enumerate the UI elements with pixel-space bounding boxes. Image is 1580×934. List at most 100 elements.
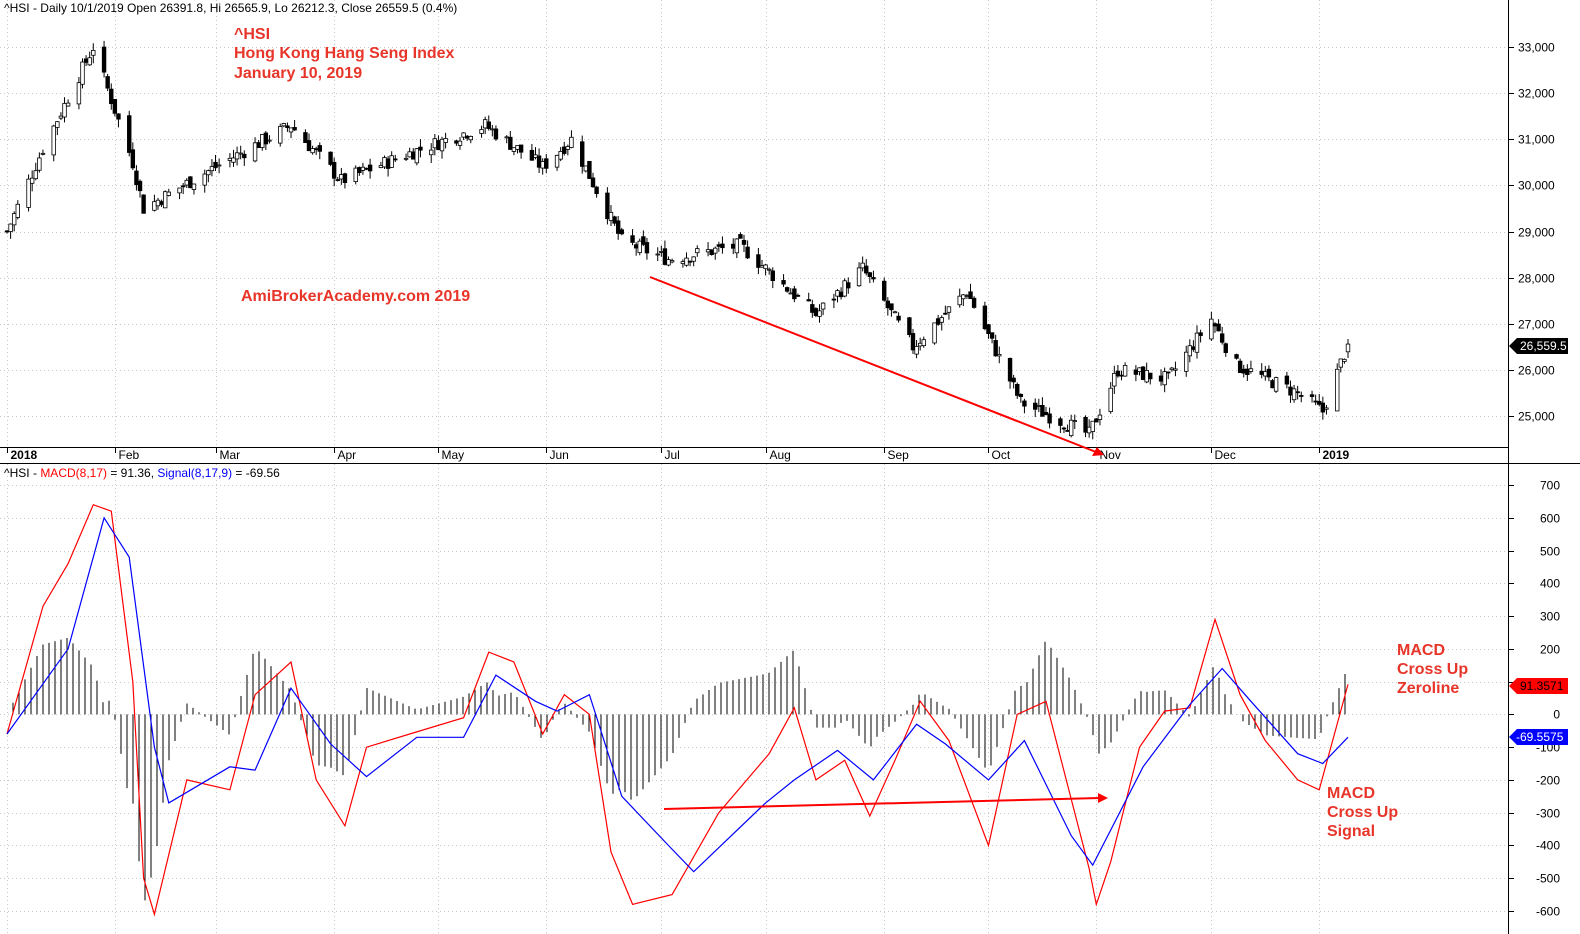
candle-body xyxy=(184,179,189,186)
candle-body xyxy=(11,213,17,226)
candle-body xyxy=(162,191,168,209)
macd-tick-label: -200 xyxy=(1536,774,1560,788)
candle-body xyxy=(1259,370,1264,375)
candle-body xyxy=(357,167,362,174)
candle-body xyxy=(644,242,650,254)
candle-body xyxy=(594,186,599,195)
candle-body xyxy=(921,339,926,347)
month-label: Apr xyxy=(338,448,357,462)
candle-body xyxy=(583,165,589,172)
candle-body xyxy=(1173,368,1178,371)
candle-body xyxy=(529,149,535,161)
candle-body xyxy=(1166,371,1171,374)
candle-body xyxy=(518,144,524,153)
candle-body xyxy=(209,166,215,172)
candle-body xyxy=(109,88,114,105)
candle-body xyxy=(1209,318,1214,340)
candle-body xyxy=(720,243,725,249)
candle-body xyxy=(1133,369,1139,375)
candle-body xyxy=(680,261,686,265)
candle-body xyxy=(1169,367,1175,371)
candle-body xyxy=(486,121,491,129)
candle-body xyxy=(479,129,484,134)
candle-body xyxy=(378,165,384,168)
month-label: Sep xyxy=(888,448,910,462)
candle-body xyxy=(213,161,218,168)
candle-body xyxy=(216,164,222,167)
candle-body xyxy=(838,291,844,298)
candle-body xyxy=(1022,400,1027,407)
candle-body xyxy=(1108,387,1113,412)
candle-body xyxy=(1011,377,1016,383)
price-tick-label: 29,000 xyxy=(1518,226,1555,240)
candle-body xyxy=(935,318,941,325)
candle-body xyxy=(1033,402,1038,410)
candle-body xyxy=(993,340,998,357)
candle-body xyxy=(317,145,322,152)
zeroline-annotation-3: Zeroline xyxy=(1397,680,1459,697)
candle-body xyxy=(562,146,567,154)
candle-body xyxy=(734,238,740,254)
macd-header-prefix: ^HSI - xyxy=(4,466,40,480)
candle-body xyxy=(612,216,617,224)
candle-body xyxy=(569,136,574,148)
candle-body xyxy=(1335,368,1340,412)
candle-body xyxy=(1309,394,1315,397)
macd-header-macd: MACD(8,17) xyxy=(40,466,107,480)
candle-body xyxy=(1007,357,1013,382)
zeroline-annotation-1: MACD xyxy=(1397,642,1445,659)
candle-body xyxy=(335,179,340,182)
candle-body xyxy=(454,140,459,144)
candle-body xyxy=(817,310,822,317)
signal-annotation-1: MACD xyxy=(1327,785,1375,802)
candle-body xyxy=(1266,368,1272,378)
candle-body xyxy=(202,173,207,186)
candle-body xyxy=(29,177,35,184)
candle-body xyxy=(252,142,258,162)
macd-tick-label: -500 xyxy=(1536,872,1560,886)
candle-body xyxy=(846,282,851,289)
candle-body xyxy=(968,291,973,300)
candle-body xyxy=(738,234,743,239)
month-label: Dec xyxy=(1215,448,1236,462)
candle-body xyxy=(482,119,488,129)
macd-tick-label: 700 xyxy=(1540,479,1560,493)
price-tick-label: 33,000 xyxy=(1518,41,1555,55)
candle-body xyxy=(1040,405,1045,417)
candle-body xyxy=(540,161,545,169)
candle-body xyxy=(608,211,614,221)
candle-body xyxy=(339,174,344,180)
candle-body xyxy=(511,147,517,152)
candle-body xyxy=(871,277,876,280)
price-candles xyxy=(4,40,1351,440)
macd-trough-arrowhead xyxy=(1098,793,1108,803)
candle-body xyxy=(227,157,233,161)
index-name: Hong Kong Hang Seng Index xyxy=(234,45,455,62)
candle-body xyxy=(285,125,290,129)
price-tick-label: 28,000 xyxy=(1518,272,1555,286)
candle-body xyxy=(1273,377,1279,392)
macd-tick-label: -600 xyxy=(1536,905,1560,919)
candle-body xyxy=(256,142,261,149)
macd-tick-label: 300 xyxy=(1540,610,1560,624)
candle-body xyxy=(1047,413,1052,424)
candle-body xyxy=(429,149,434,156)
candle-body xyxy=(1241,368,1246,374)
macd-tick-label: -400 xyxy=(1536,839,1560,853)
candle-body xyxy=(1148,372,1153,380)
candle-body xyxy=(986,324,991,335)
zeroline-annotation-2: Cross Up xyxy=(1397,661,1468,678)
candle-body xyxy=(867,272,873,277)
candle-body xyxy=(587,160,592,179)
macd-tick-label: -300 xyxy=(1536,807,1560,821)
candle-body xyxy=(37,157,42,171)
candle-body xyxy=(508,136,513,150)
macd-header-signal: Signal(8,17,9) xyxy=(157,466,232,480)
price-tick-label: 25,000 xyxy=(1518,410,1555,424)
candle-body xyxy=(206,170,211,176)
candle-body xyxy=(669,260,675,263)
macd-value-tag-label: 91.3571 xyxy=(1520,679,1564,693)
price-tick-label: 30,000 xyxy=(1518,179,1555,193)
candle-body xyxy=(155,199,161,207)
